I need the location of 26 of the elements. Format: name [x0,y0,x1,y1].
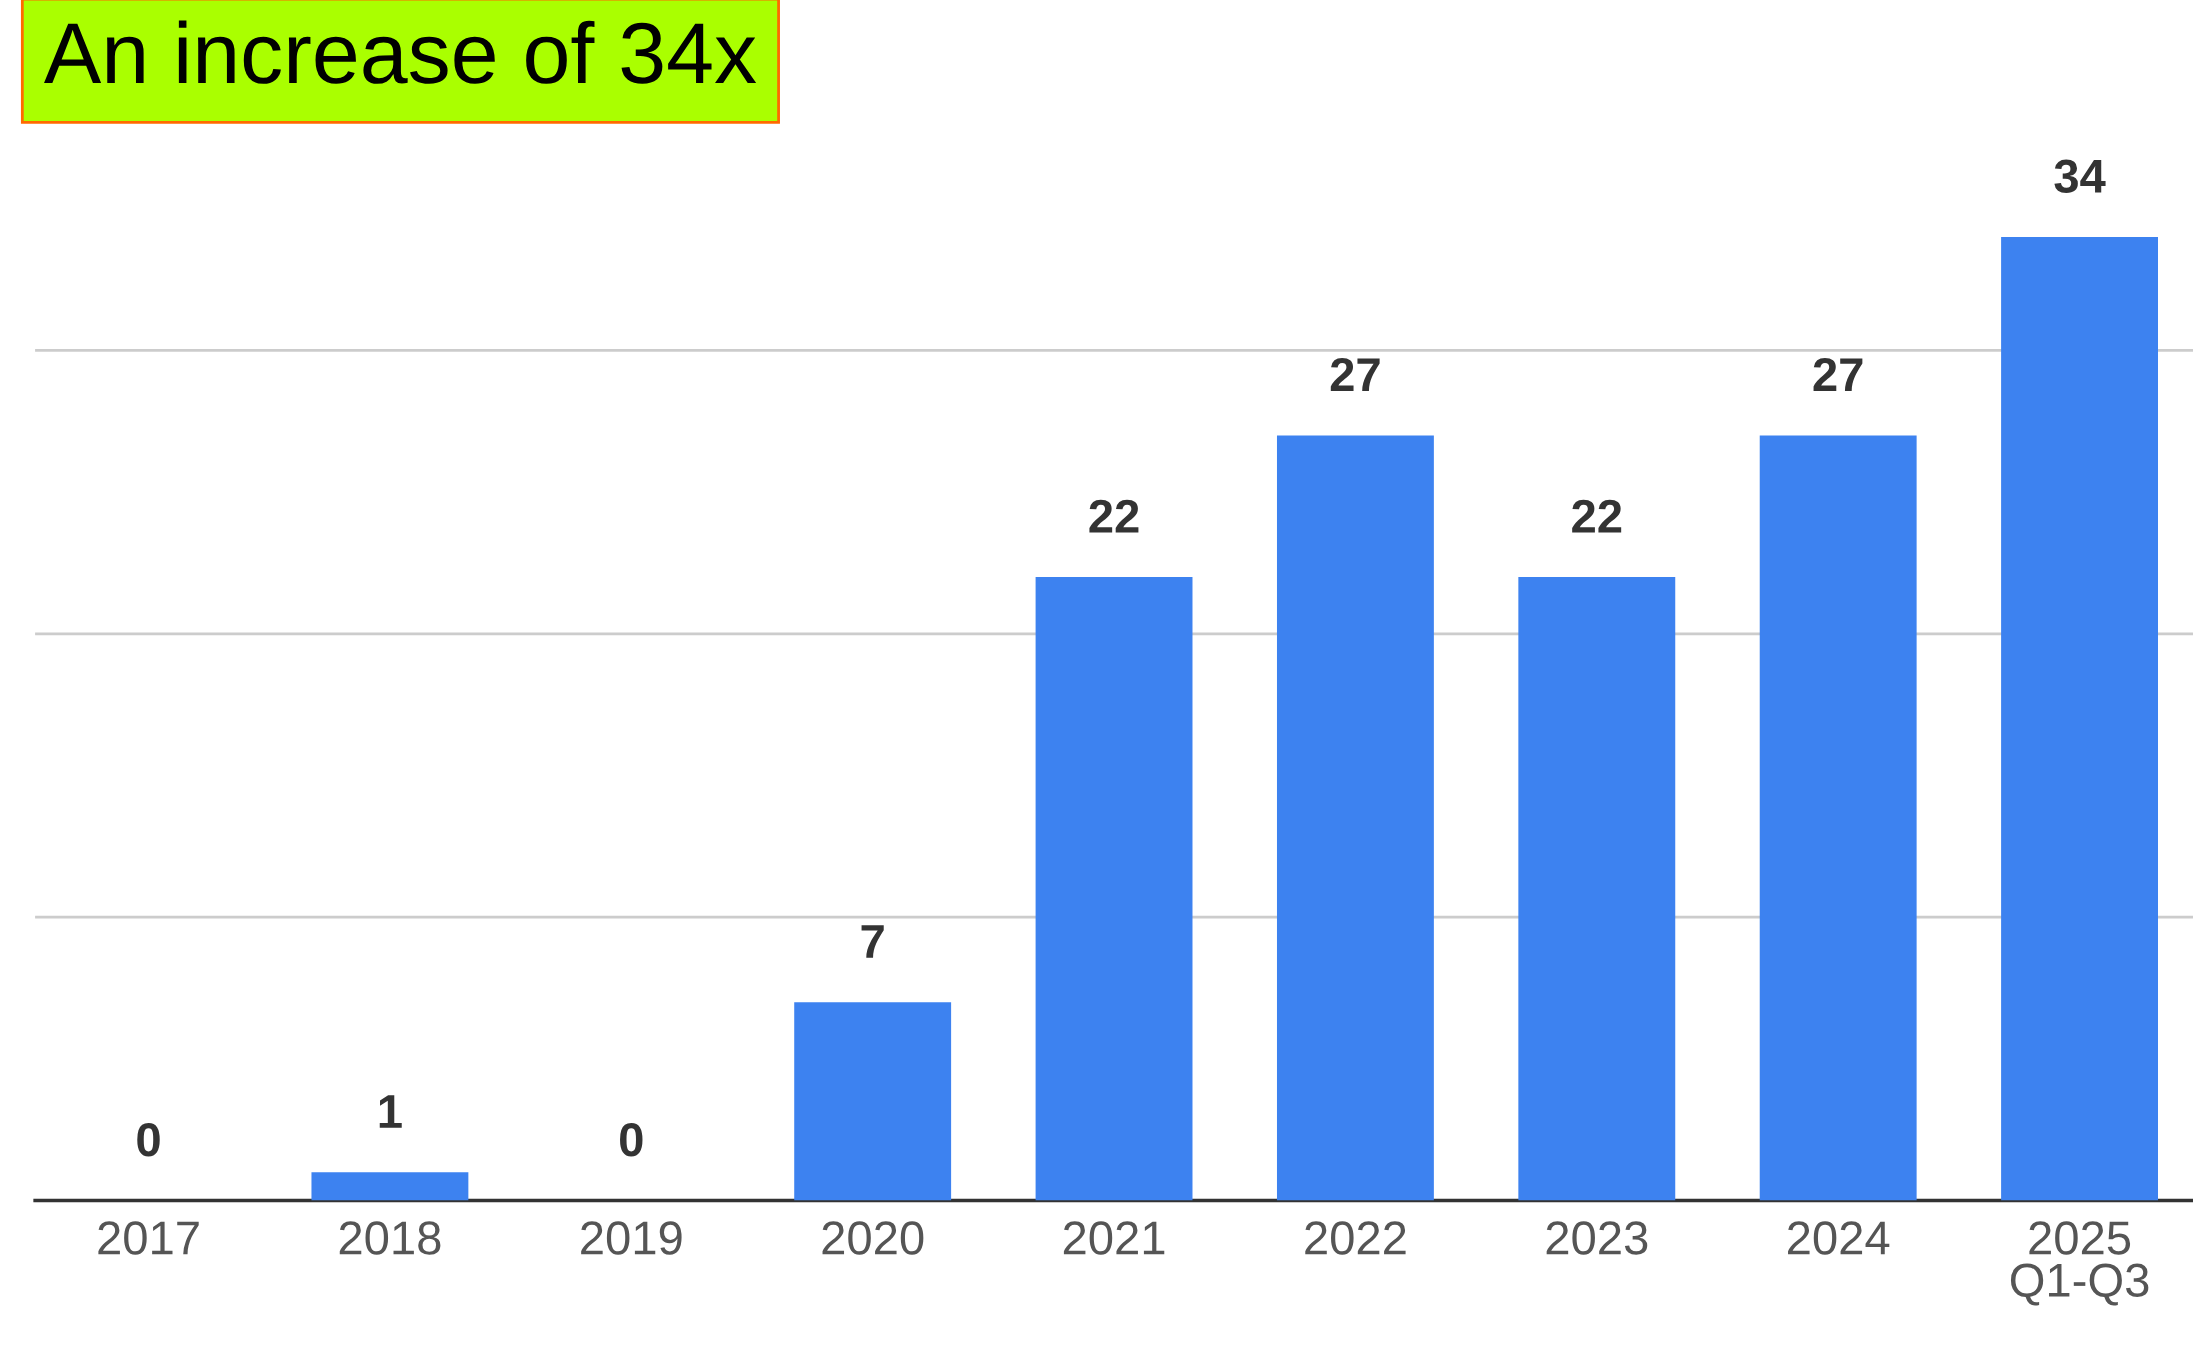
data-label: 0 [620,1123,643,1157]
x-tick-label: 2025 Q1-Q3 [2010,1221,2149,1306]
data-label: 7 [861,925,884,958]
data-label: 27 [1813,357,1863,391]
bar [794,1002,952,1201]
data-label: 22 [1089,499,1139,533]
data-label: 0 [137,1123,160,1157]
x-tick-label: 2020 [822,1221,924,1255]
x-tick-label: 2018 [339,1221,441,1255]
x-tick-label: 2019 [581,1221,682,1255]
x-tick-label: 2024 [1788,1221,1890,1255]
data-label: 34 [2054,159,2106,194]
bar [2001,237,2158,1201]
x-tick-label: 2023 [1546,1221,1648,1255]
data-label: 27 [1330,357,1380,391]
bar [1276,435,1434,1201]
bar [311,1172,469,1201]
data-label: 22 [1572,499,1622,533]
bar [1035,577,1193,1201]
x-tick-label: 2021 [1063,1221,1165,1255]
bar [1759,435,1917,1201]
bar [1518,577,1676,1201]
chart-title: An increase of 34x [44,20,757,84]
x-tick-label: 2017 [98,1221,199,1255]
data-label: 1 [379,1095,402,1128]
x-tick-label: 2022 [1305,1221,1406,1255]
